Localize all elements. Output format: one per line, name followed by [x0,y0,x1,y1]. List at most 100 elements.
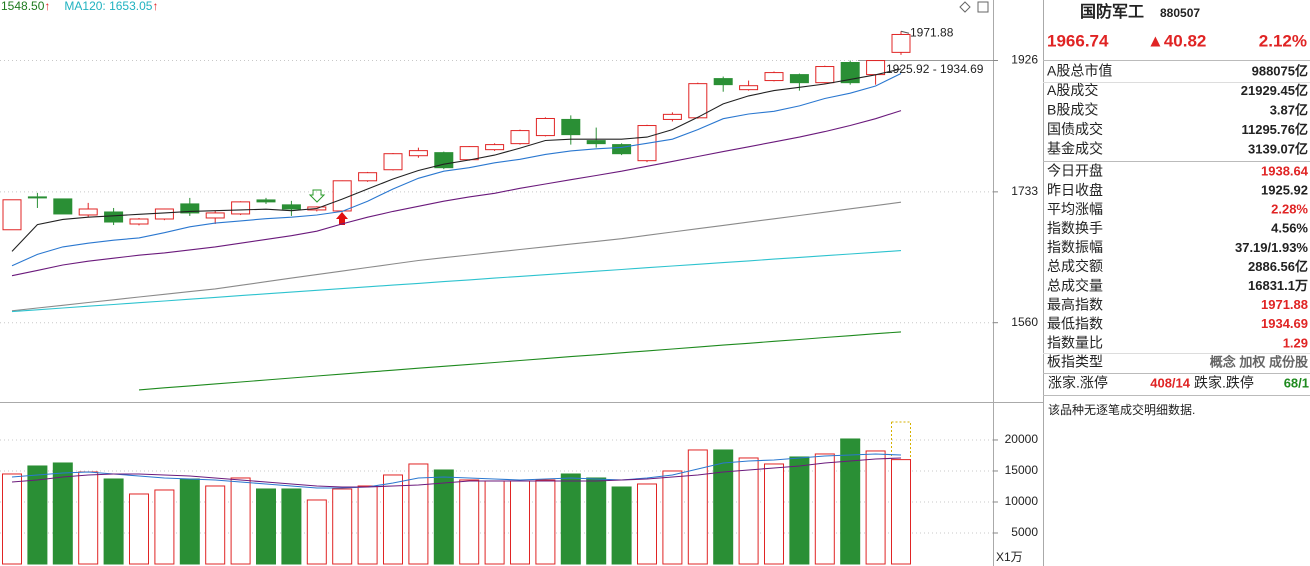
candle-body [104,211,124,223]
row-label: 指数换手 [1047,220,1103,236]
breadth-up-label: 涨家.涨停 [1048,375,1108,391]
candle-body [739,85,759,91]
volume-bar [256,488,276,565]
row-value: 3.87亿 [1270,102,1308,117]
candle-body [662,113,682,120]
y-tick-label: 1560 [1011,315,1038,329]
price: 1966.74 [1047,31,1109,50]
breadth-down-value: 68/1 [1284,375,1309,390]
row-label: B股成交 [1047,102,1098,118]
change: ▲40.82 [1147,31,1206,50]
candle-body [383,153,403,171]
candle-body [231,201,251,215]
breadth-up-value: 408/14 [1150,375,1191,390]
row-label: 最低指数 [1047,316,1103,332]
volume-bar [586,477,607,565]
moving-average [11,68,902,252]
y-tick-label: 1733 [1011,184,1038,198]
volume-bar [535,479,556,565]
icon-diamond[interactable] [959,1,971,13]
moving-average [11,110,902,277]
volume-bar [662,470,683,565]
volume-bar [484,480,505,565]
volume-bar [713,449,734,565]
candle-body [205,212,225,219]
change-pct: 2.12% [1259,31,1307,50]
volume-bar [52,462,73,565]
volume-bar [789,456,810,565]
legend-arrow: ↑ [152,0,158,13]
volume-bar [738,457,759,565]
candle-body [485,144,505,151]
row-label: 平均涨幅 [1047,201,1103,217]
volume-bar [611,486,632,565]
y-tick-label: 10000 [1005,494,1039,508]
volume-bar [2,473,22,565]
volume-bar [891,459,911,565]
info-panel: 国防军工 880507 1966.74 ▲40.82 2.12% 涨家.涨停 4… [1043,2,1310,417]
candle-body [78,208,98,216]
volume-bar [865,450,886,565]
row-label: 最高指数 [1047,296,1103,312]
moving-average [11,250,902,313]
candle-body [129,218,149,225]
row-label: 基金成交 [1047,141,1103,157]
candle-body [281,204,301,210]
volume-bar [459,479,480,565]
row-label: 国债成交 [1047,121,1103,137]
candle-body [586,140,606,145]
candle-body [840,62,860,84]
candle-body [789,74,809,84]
volume-bar [306,499,327,565]
y-tick-label: 5000 [1011,525,1038,539]
candle-body [53,198,73,215]
volume-bar [205,485,226,565]
annotation-leader [900,30,910,34]
row-label: A股总市值 [1047,63,1112,79]
candle-body [510,130,530,145]
candle-body [27,196,47,199]
candle-body [713,78,733,86]
row-value: 1971.88 [1261,297,1308,312]
row-value: 概念 加权 成份股 [1210,354,1308,369]
row-label: 昨日收盘 [1047,182,1103,198]
volume-bar [433,469,454,565]
candle-body [332,180,352,212]
row-label: 总成交量 [1047,277,1103,293]
y-tick-label: 15000 [1005,463,1039,477]
volume-bar [814,453,835,565]
row-value: 21929.45亿 [1241,83,1308,98]
volume-bar [510,480,530,565]
row-value: 2.28% [1271,202,1308,217]
volume-bar [27,465,48,565]
note: 该品种无逐笔成交明细数据. [1048,402,1195,417]
row-value: 37.19/1.93% [1235,240,1308,255]
icon-window[interactable] [977,1,989,13]
row-value: 1925.92 [1261,183,1308,198]
row-value: 3139.07亿 [1248,141,1308,156]
volume-bar [179,478,200,565]
row-value: 1938.64 [1261,163,1309,178]
unit-label: X1万 [996,550,1023,564]
candle-body [815,66,835,84]
row-value: 1934.69 [1261,316,1308,331]
row-value: 16831.1万 [1248,278,1308,293]
row-label: 指数振幅 [1047,239,1103,255]
volume-bar [281,488,302,565]
row-label: 总成交额 [1047,258,1103,274]
y-tick-label: 20000 [1005,432,1039,446]
high-annotation: 1971.88 [910,25,954,39]
moving-average [11,73,902,267]
candle-body [2,199,22,231]
moving-average [11,457,902,488]
sell-arrow [308,189,326,203]
legend-value: MA120: 1653.05 [64,0,152,13]
row-label: A股成交 [1047,82,1098,98]
moving-average [138,331,902,391]
candle-body [764,72,784,82]
y-tick-label: 1926 [1011,53,1038,67]
toolbar-icons [959,1,989,13]
row-label: 板指类型 [1047,354,1103,370]
